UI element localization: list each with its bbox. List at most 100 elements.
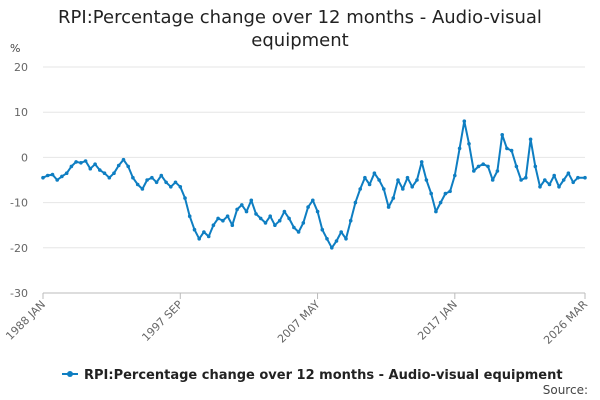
data-point (45, 173, 50, 178)
data-point (50, 172, 55, 177)
data-point (41, 175, 45, 180)
data-point (339, 230, 344, 234)
data-point (202, 230, 206, 234)
data-point (490, 178, 495, 182)
data-point (221, 218, 225, 223)
data-point (401, 187, 405, 191)
data-point (169, 185, 173, 189)
data-point (268, 214, 273, 218)
data-point (230, 223, 235, 227)
data-point (353, 200, 358, 205)
data-point (83, 159, 88, 163)
y-tick-label: -30 (10, 287, 28, 300)
data-point (263, 221, 268, 225)
legend-swatch-marker (67, 371, 73, 377)
data-point (561, 178, 566, 182)
data-point (538, 185, 542, 189)
data-point (571, 180, 575, 185)
data-point (206, 234, 211, 239)
data-point (301, 221, 306, 225)
axis-layer: 20 10 0 -10 -20 -30% 1988 JAN 1997 SEP 2007 MAY 2… (3, 42, 590, 347)
data-point (476, 164, 481, 169)
data-point (429, 191, 434, 196)
x-tick-label: 2026 MAR (541, 298, 590, 347)
data-point (344, 237, 348, 241)
data-point (55, 178, 59, 182)
legend: RPI:Percentage change over 12 months - A… (62, 368, 588, 397)
data-point (481, 162, 486, 166)
data-point (547, 182, 552, 187)
data-point (178, 185, 183, 189)
x-tick-label: 2017 JAN (415, 298, 460, 343)
data-point (93, 162, 97, 166)
data-point (396, 178, 400, 182)
y-tick-label: -10 (10, 197, 28, 210)
data-point (240, 203, 244, 207)
data-point (258, 216, 263, 221)
data-point (306, 205, 310, 209)
legend-label: RPI:Percentage change over 12 months - A… (84, 368, 563, 383)
y-axis-unit: % (10, 42, 20, 55)
data-point (566, 171, 571, 175)
data-point (197, 237, 201, 241)
data-point (74, 160, 78, 164)
data-point (254, 212, 258, 216)
data-point (467, 142, 471, 146)
data-point (367, 182, 372, 187)
data-point (495, 169, 500, 173)
data-point (216, 216, 220, 221)
data-point (528, 137, 533, 142)
data-point (98, 168, 102, 172)
data-point (448, 189, 452, 194)
data-point (145, 178, 149, 182)
data-point (552, 173, 556, 178)
data-point (187, 214, 192, 218)
data-point (287, 216, 291, 221)
data-point (576, 175, 580, 180)
data-point (330, 246, 334, 250)
data-point (438, 200, 443, 205)
data-point (69, 164, 74, 169)
data-point (533, 164, 538, 169)
data-point (405, 175, 410, 180)
series-layer (41, 119, 587, 250)
y-tick-label: -20 (10, 242, 28, 255)
data-point (282, 209, 287, 214)
data-point (135, 182, 140, 187)
data-point (386, 205, 391, 209)
data-point (64, 171, 69, 175)
y-tick-label: 0 (21, 151, 28, 164)
data-point (325, 237, 329, 241)
data-point (505, 146, 509, 151)
data-point (415, 178, 419, 182)
data-point (126, 164, 130, 169)
data-point (192, 227, 197, 232)
data-point (543, 178, 547, 182)
data-point (225, 214, 230, 218)
data-point (244, 209, 249, 214)
data-point (320, 227, 325, 232)
source-label: Source: (543, 383, 588, 397)
data-point (424, 178, 429, 182)
data-point (159, 173, 164, 178)
data-point (358, 187, 363, 191)
data-point (296, 230, 301, 234)
data-point (311, 198, 315, 203)
data-point (140, 187, 145, 191)
y-tick-label: 20 (14, 61, 28, 74)
data-point (164, 180, 168, 185)
data-point (514, 164, 519, 169)
data-point (410, 185, 415, 189)
data-point (102, 171, 107, 175)
data-point (150, 175, 154, 180)
data-point (500, 133, 505, 137)
series-line (42, 120, 585, 249)
data-point (183, 196, 187, 200)
data-point (112, 171, 116, 175)
data-point (519, 178, 523, 182)
data-point (509, 148, 514, 153)
x-tick-label: 2007 MAY (275, 298, 323, 346)
data-point (348, 218, 353, 223)
data-point (583, 175, 587, 180)
